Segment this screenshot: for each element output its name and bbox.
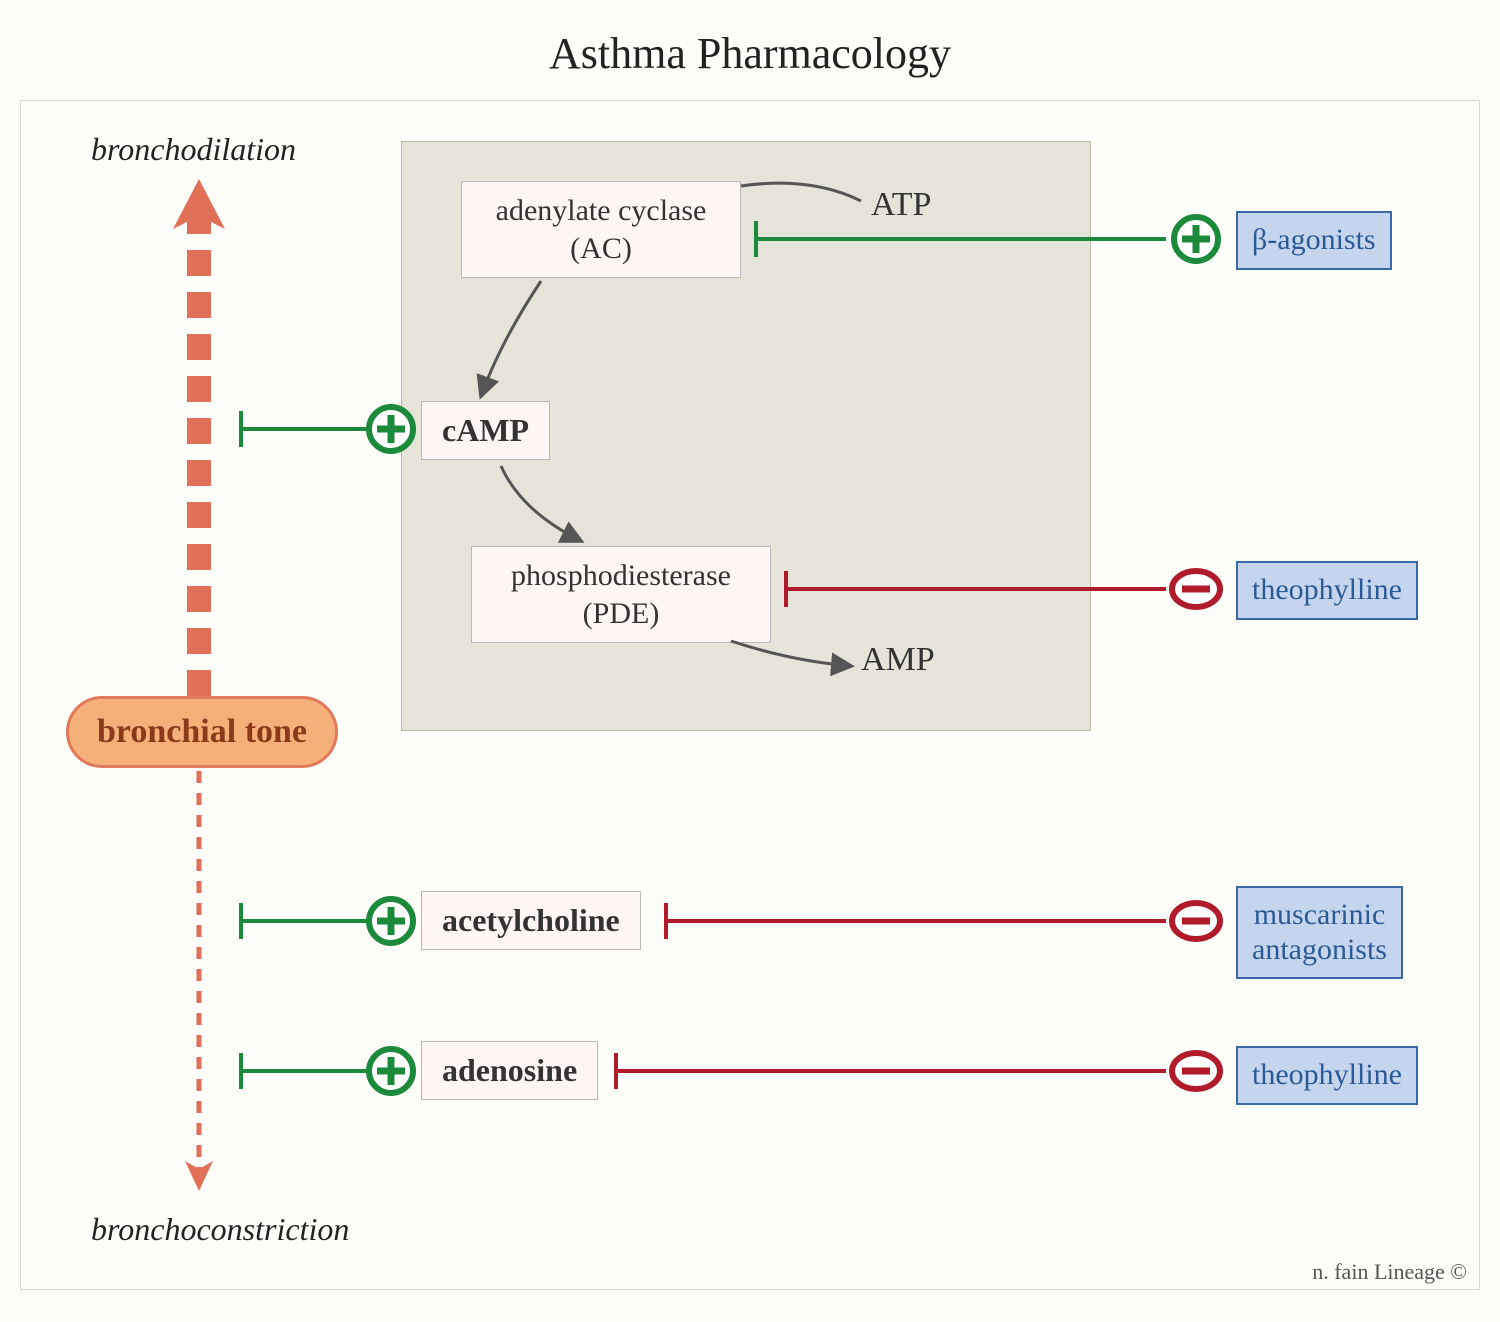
axis-down-arrowhead [185,1161,213,1191]
ac-line1: adenylate cyclase [496,194,707,227]
box-camp: cAMP [421,401,550,460]
label-atp: ATP [871,186,931,224]
minus-icon-theo1 [1172,571,1220,607]
drug-muscarinic: muscarinic antagonists [1236,886,1403,979]
axis-up-arrowhead [173,179,225,229]
minus-icon-musc [1172,903,1220,939]
ac-line2: (AC) [570,232,632,265]
drug-theophylline-1: theophylline [1236,561,1418,620]
plus-icon-aden [369,1049,413,1093]
plus-icon-beta [1174,217,1218,261]
label-amp: AMP [861,641,935,679]
label-bronchoconstriction: bronchoconstriction [91,1211,349,1248]
box-acetylcholine: acetylcholine [421,891,641,950]
plus-icon-ach [369,899,413,943]
label-bronchodilation: bronchodilation [91,131,296,168]
musc-line2: antagonists [1252,933,1387,966]
signature: n. fain Lineage © [1312,1261,1467,1283]
box-adenylate-cyclase: adenylate cyclase (AC) [461,181,741,278]
diagram-canvas: bronchodilation bronchoconstriction aden… [20,100,1480,1290]
pill-bronchial-tone: bronchial tone [66,696,338,768]
box-pde: phosphodiesterase (PDE) [471,546,771,643]
pde-line2: (PDE) [583,597,660,630]
page-title: Asthma Pharmacology [0,28,1500,79]
box-adenosine: adenosine [421,1041,598,1100]
drug-beta-agonists: β-agonists [1236,211,1392,270]
minus-icon-theo2 [1172,1053,1220,1089]
musc-line1: muscarinic [1254,898,1386,931]
drug-theophylline-2: theophylline [1236,1046,1418,1105]
pde-line1: phosphodiesterase [511,559,731,592]
